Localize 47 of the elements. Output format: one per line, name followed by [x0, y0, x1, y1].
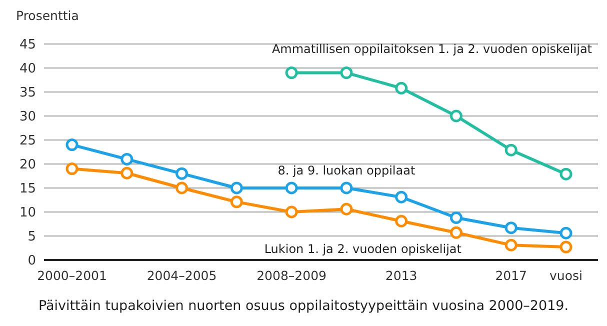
x-tick-label: 2013	[385, 268, 418, 283]
series-label: Lukion 1. ja 2. vuoden opiskelijat	[264, 242, 462, 256]
point	[66, 138, 78, 152]
y-tick-label: 15	[19, 182, 36, 197]
y-tick-label: 35	[19, 86, 36, 101]
point	[176, 182, 188, 194]
point	[120, 152, 134, 166]
point	[504, 144, 518, 156]
text: Päivittäin tupakoivien nuorten osuus oppilaitostyypeittäin vuosina 2000–2019.	[38, 298, 569, 314]
point	[340, 182, 353, 194]
x-tick-label: 2000–2001	[37, 268, 107, 283]
point	[176, 167, 188, 180]
point	[450, 212, 462, 224]
point	[395, 214, 408, 228]
point	[285, 182, 298, 194]
y-axis-title: Prosenttia	[16, 8, 79, 23]
series-label: 8. ja 9. luokan oppilaat	[278, 164, 416, 178]
point	[504, 222, 518, 234]
point	[230, 196, 243, 208]
y-tick-label: 30	[19, 110, 36, 125]
y-tick-label: 20	[19, 158, 36, 173]
x-tick-label: 2008–2009	[256, 268, 327, 283]
y-tick-label: 10	[19, 206, 36, 221]
y-tick-label: 25	[19, 134, 36, 149]
point	[450, 110, 462, 122]
point	[450, 226, 462, 239]
x-tick-label: 2004–2005	[146, 268, 217, 283]
point	[340, 66, 353, 80]
point	[66, 162, 78, 176]
point	[395, 190, 408, 204]
y-tick-label: 5	[28, 230, 36, 245]
y-tick-label: 0	[28, 254, 36, 269]
y-tick-label: 40	[19, 62, 36, 77]
point	[120, 166, 134, 180]
point	[560, 240, 572, 254]
point	[230, 182, 243, 194]
point	[340, 202, 353, 216]
point	[504, 238, 518, 252]
point	[285, 66, 298, 80]
point	[560, 168, 572, 180]
point	[395, 82, 408, 94]
x-tick-label: 2017	[495, 268, 528, 283]
y-tick-label: 45	[19, 38, 36, 53]
series-label: Ammatillisen oppilaitoksen 1. ja 2. vuoden opiskelijat	[272, 42, 592, 56]
x-axis-title: vuosi	[550, 268, 582, 283]
point	[285, 206, 298, 218]
point	[560, 226, 572, 240]
